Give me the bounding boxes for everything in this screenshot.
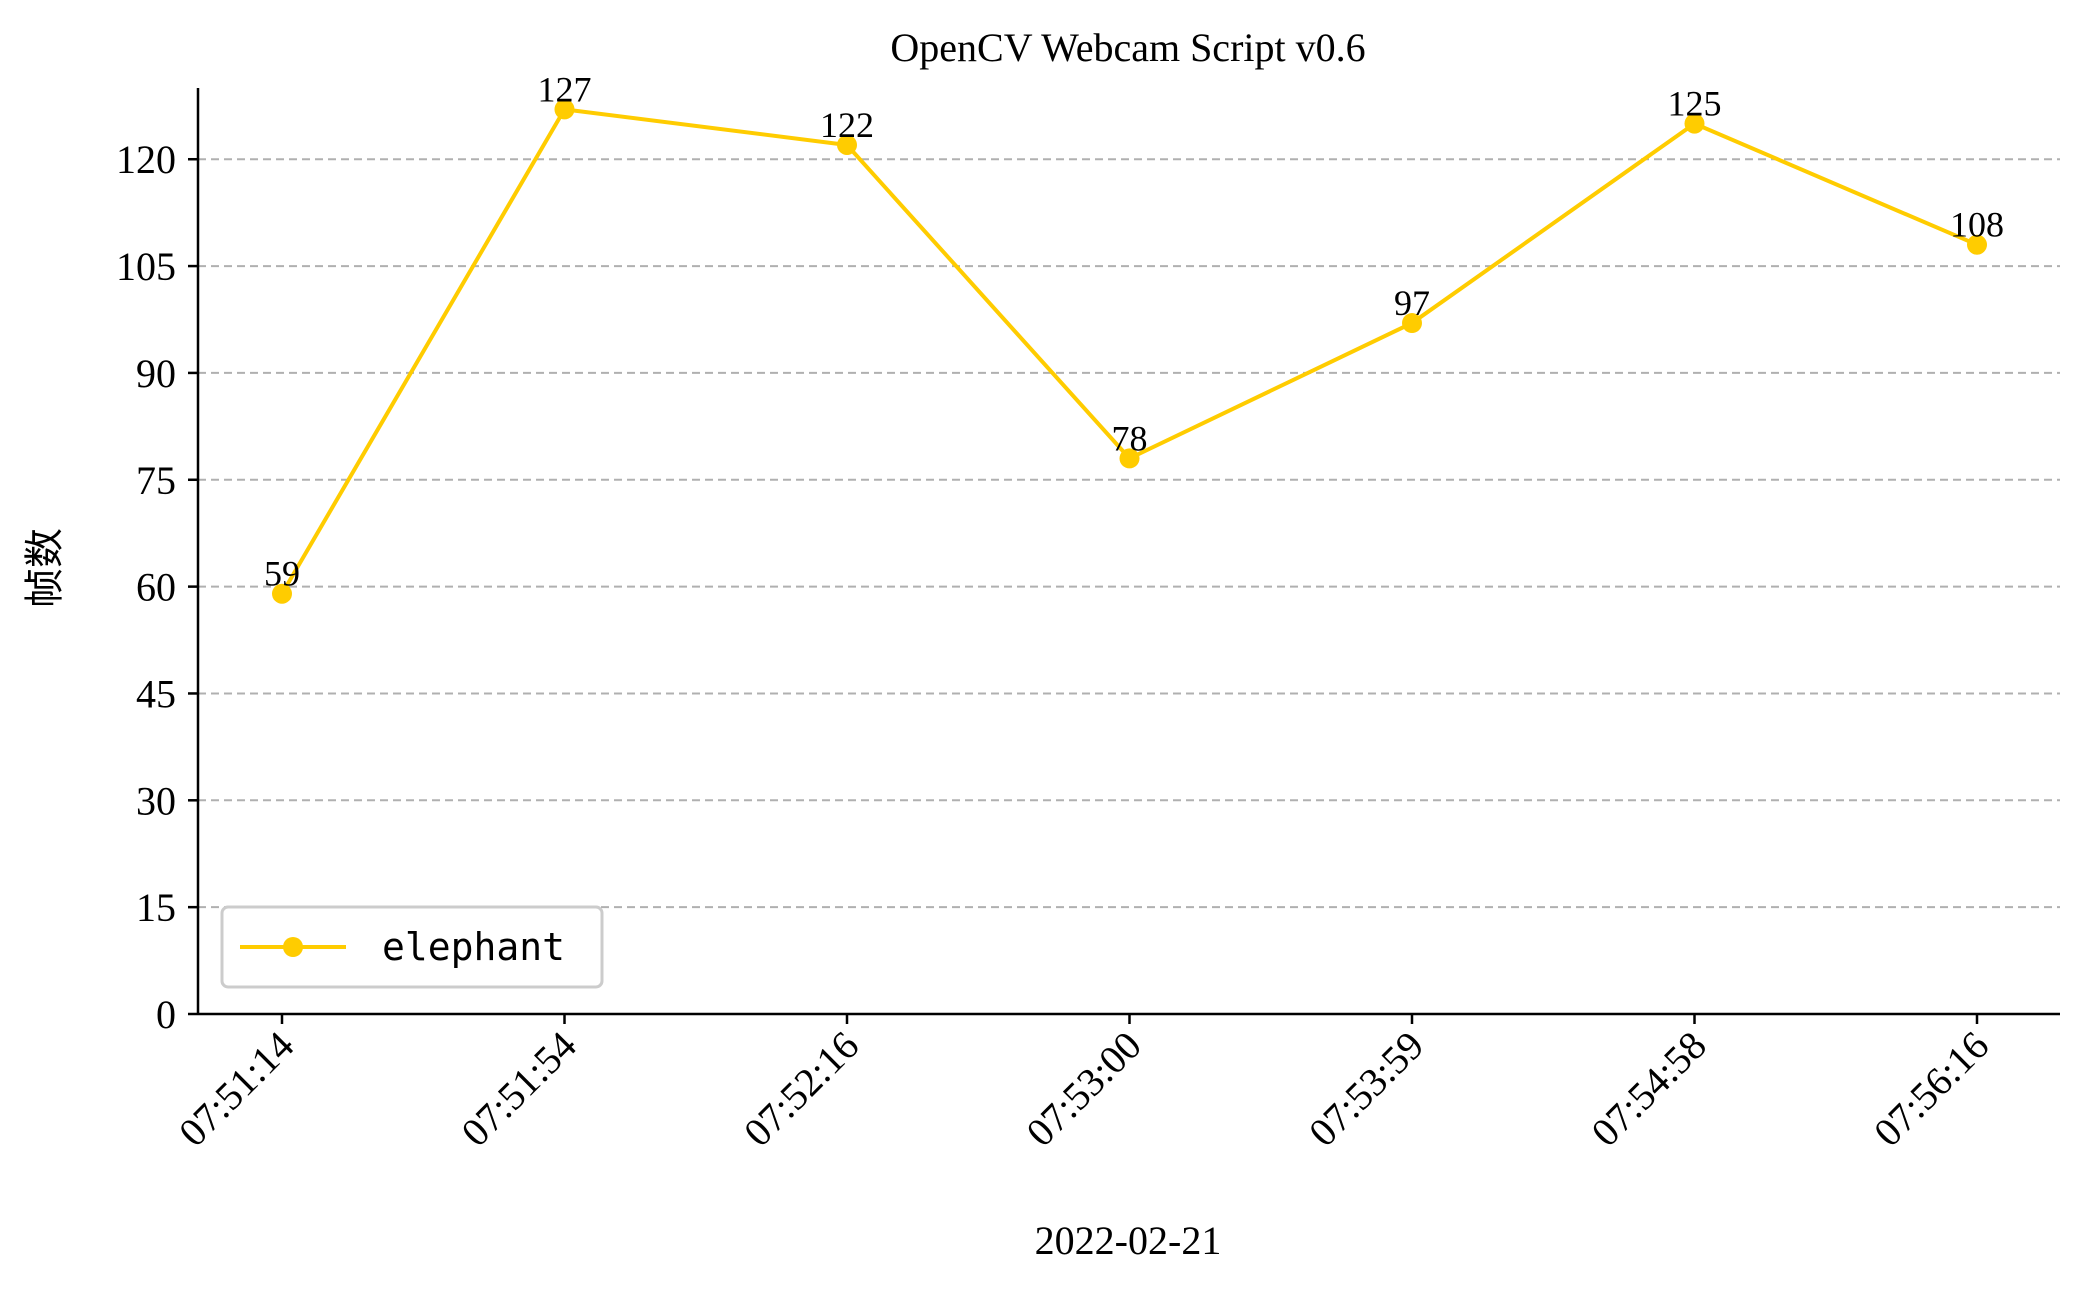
x-tick-label: 07:54:58 bbox=[1582, 1023, 1714, 1155]
data-label: 125 bbox=[1668, 84, 1722, 124]
data-label: 78 bbox=[1112, 418, 1148, 458]
data-label: 97 bbox=[1394, 283, 1430, 323]
data-label: 127 bbox=[538, 69, 592, 109]
y-tick-label: 0 bbox=[156, 992, 176, 1037]
x-tick-label: 07:51:14 bbox=[170, 1023, 302, 1155]
legend-box bbox=[220, 905, 604, 989]
x-tick-label: 07:52:16 bbox=[735, 1023, 867, 1155]
chart-title: OpenCV Webcam Script v0.6 bbox=[890, 25, 1365, 70]
data-point bbox=[1402, 313, 1422, 334]
series-line-elephant bbox=[280, 107, 1978, 595]
legend-dot-marker bbox=[283, 937, 303, 957]
series-layer bbox=[272, 99, 1987, 604]
y-axis-title: 帧数 bbox=[22, 528, 67, 608]
y-tick-label: 90 bbox=[136, 351, 176, 396]
axes: 0 15 30 45 60 75 90 105 120 07:51:14 07:51:54 07:52… bbox=[116, 88, 2060, 1155]
data-point bbox=[1967, 234, 1987, 255]
y-tick-label: 105 bbox=[116, 244, 176, 289]
y-tick-label: 15 bbox=[136, 885, 176, 930]
x-tick-label: 07:51:54 bbox=[452, 1023, 584, 1155]
x-tick-label: 07:53:00 bbox=[1017, 1023, 1149, 1155]
grid-lines bbox=[198, 158, 2060, 909]
data-point bbox=[837, 134, 857, 155]
data-label: 59 bbox=[264, 554, 300, 594]
legend-label: elephant bbox=[382, 925, 565, 969]
y-tick-label: 60 bbox=[136, 565, 176, 610]
data-label: 108 bbox=[1950, 205, 2004, 245]
x-tick-label: 07:56:16 bbox=[1865, 1023, 1997, 1155]
data-point bbox=[272, 583, 292, 604]
data-point bbox=[1119, 448, 1140, 469]
data-point bbox=[554, 99, 575, 120]
x-tick-label: 07:53:59 bbox=[1300, 1023, 1432, 1155]
data-point bbox=[1684, 113, 1705, 134]
data-labels: 59 127 122 78 97 125 108 bbox=[264, 69, 2004, 593]
y-tick-label: 45 bbox=[136, 671, 176, 716]
legend: elephant bbox=[220, 905, 604, 989]
y-tick-label: 30 bbox=[136, 778, 176, 823]
x-axis-title: 2022-02-21 bbox=[1035, 1218, 1222, 1263]
y-tick-label: 75 bbox=[136, 458, 176, 503]
data-label: 122 bbox=[820, 105, 874, 145]
y-tick-label: 120 bbox=[116, 137, 176, 182]
